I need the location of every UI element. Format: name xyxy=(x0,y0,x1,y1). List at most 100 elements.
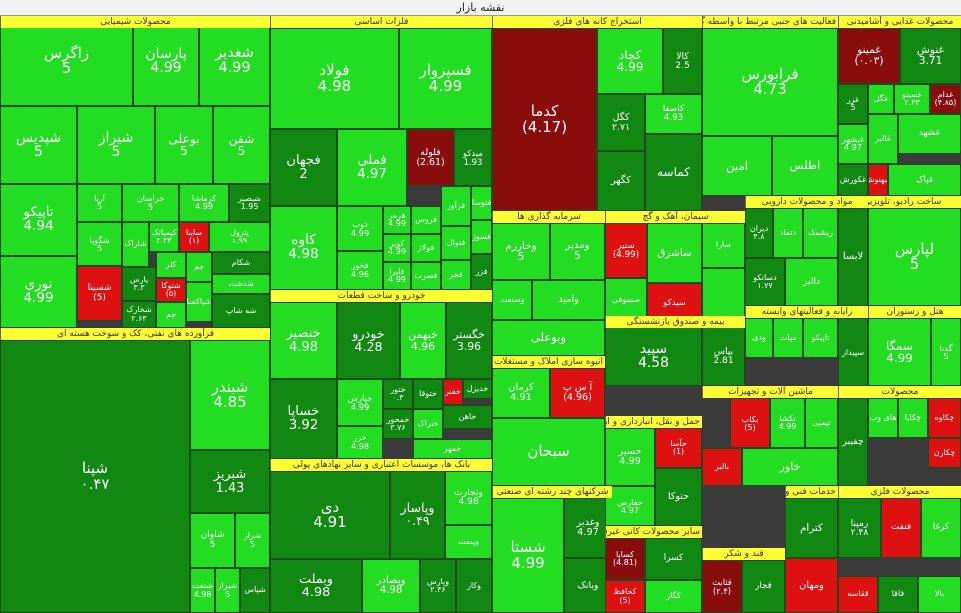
treemap-tile[interactable]: هرمز 4.99 xyxy=(383,206,411,234)
treemap-tile[interactable]: کاصفا 4.93 xyxy=(645,94,702,134)
treemap-tile[interactable]: آریا 5 xyxy=(77,184,122,222)
treemap-tile[interactable]: غکورش xyxy=(838,164,868,196)
treemap-tile[interactable]: ساشرق xyxy=(647,223,702,283)
treemap-tile[interactable]: شخارک ۲.۶۳ xyxy=(122,301,156,328)
treemap-tile[interactable]: سمگا 4.99 xyxy=(868,318,931,386)
treemap-tile[interactable]: تاپیکو xyxy=(803,318,838,358)
treemap-tile[interactable]: کویر 4.99 xyxy=(383,234,411,262)
treemap-tile[interactable]: ققاسه xyxy=(838,576,878,613)
treemap-tile[interactable]: جم xyxy=(186,252,212,282)
treemap-tile[interactable]: شپدیس 5 xyxy=(0,106,77,184)
treemap-tile[interactable]: خمحور ۳.۷۶ xyxy=(383,409,413,439)
treemap-tile[interactable]: غشهد xyxy=(898,114,961,154)
treemap-tile[interactable]: خبهمن 4.96 xyxy=(400,302,446,379)
treemap-tile[interactable]: کرمان 4.91 xyxy=(492,368,550,418)
treemap-tile[interactable]: کگل ۲.۷۱ xyxy=(597,94,645,151)
treemap-tile[interactable]: غصینو ۲.۴۳ xyxy=(894,84,930,114)
treemap-tile[interactable]: شسینا (5) xyxy=(77,266,122,321)
treemap-tile[interactable]: وصنعت xyxy=(492,280,532,320)
treemap-tile[interactable]: کرماشا 4.99 xyxy=(179,184,229,222)
treemap-tile[interactable]: حتوکا xyxy=(655,468,702,526)
treemap-tile[interactable]: شبصیر 1.95 xyxy=(229,184,270,222)
treemap-tile[interactable]: های وب xyxy=(868,398,898,438)
treemap-tile[interactable]: کلر xyxy=(156,252,186,278)
treemap-tile[interactable]: وخارزم 5 xyxy=(492,223,550,280)
treemap-tile[interactable]: شراز 5 xyxy=(235,513,270,568)
treemap-tile[interactable]: شبندر 4.85 xyxy=(190,340,270,450)
treemap-tile[interactable]: کگاز xyxy=(645,580,702,613)
treemap-tile[interactable]: حآسا (1) xyxy=(655,428,702,468)
treemap-tile[interactable]: شاراک xyxy=(122,222,149,267)
treemap-tile[interactable]: کسرا xyxy=(645,538,702,580)
treemap-tile[interactable]: چفیبر xyxy=(838,398,868,486)
treemap-tile[interactable]: ریشمک xyxy=(803,208,838,258)
treemap-tile[interactable]: فسپزوار 4.99 xyxy=(399,28,492,129)
treemap-tile[interactable]: حفارس 4.97 xyxy=(605,486,655,526)
treemap-tile[interactable]: فسرب xyxy=(411,262,441,290)
treemap-tile[interactable]: کترام xyxy=(785,498,838,558)
treemap-tile[interactable]: دالبر xyxy=(785,258,838,306)
treemap-tile[interactable]: فنوال xyxy=(441,226,471,260)
treemap-tile[interactable]: فتوسا xyxy=(471,186,492,220)
treemap-tile[interactable]: شاوان 5 xyxy=(190,513,235,568)
treemap-tile[interactable]: وتجارت 4.98 xyxy=(445,471,492,525)
treemap-tile[interactable]: شپاکسا xyxy=(186,282,212,322)
treemap-tile[interactable]: زاگرس 5 xyxy=(0,16,133,106)
treemap-tile[interactable]: رمپنا ۲.۴۸ xyxy=(838,498,881,558)
treemap-tile[interactable]: فرآور xyxy=(441,186,471,226)
treemap-tile[interactable]: شپاس xyxy=(240,568,270,613)
treemap-tile[interactable]: دیران ۴.۸ xyxy=(745,208,773,258)
treemap-tile[interactable]: ساینا (۱) xyxy=(179,222,209,252)
treemap-tile[interactable]: فولاد 4.98 xyxy=(270,28,399,129)
treemap-tile[interactable]: فلوله (2.61) xyxy=(407,129,454,186)
treemap-tile[interactable]: فروس xyxy=(411,206,441,234)
treemap-tile[interactable]: آ س پ (4.96) xyxy=(550,368,605,418)
treemap-tile[interactable]: خزر 4.98 xyxy=(337,426,383,459)
treemap-tile[interactable]: گدنا 5 xyxy=(931,318,961,386)
treemap-tile[interactable]: ستیر (4.99) xyxy=(605,223,647,278)
treemap-tile[interactable]: کدما (4.17) xyxy=(492,28,597,211)
treemap-tile[interactable]: جم xyxy=(156,302,186,328)
treemap-tile[interactable]: بالبر xyxy=(702,448,742,486)
treemap-tile[interactable]: وبوعلی xyxy=(492,320,605,356)
treemap-tile[interactable]: خودرو 4.28 xyxy=(337,302,400,379)
treemap-tile[interactable]: فولاژ xyxy=(411,234,441,262)
treemap-tile[interactable]: سارا xyxy=(702,223,745,268)
treemap-tile[interactable]: خپارس 4.99 xyxy=(337,379,383,426)
treemap-tile[interactable]: پارسان 4.99 xyxy=(133,16,199,106)
treemap-tile[interactable]: بالا xyxy=(918,576,961,613)
treemap-tile[interactable]: فملی 4.97 xyxy=(337,129,407,206)
treemap-tile[interactable]: شنفت 4.98 xyxy=(190,568,215,613)
treemap-tile[interactable]: ختور ۰.۳ xyxy=(383,379,413,409)
treemap-tile[interactable]: قاقا xyxy=(878,576,918,613)
treemap-tile[interactable]: تپمپی xyxy=(805,398,838,448)
treemap-tile[interactable]: چکاپا xyxy=(898,398,928,438)
treemap-tile[interactable]: ختوقا xyxy=(413,379,443,409)
treemap-tile[interactable]: بپاس 2.81 xyxy=(702,326,745,386)
treemap-tile[interactable]: فجر xyxy=(441,260,471,290)
treemap-tile[interactable]: شکام xyxy=(212,252,270,274)
treemap-tile[interactable]: کچاد 4.99 xyxy=(597,28,663,94)
treemap-tile[interactable]: شپنا ۰.۴۷ xyxy=(0,340,190,613)
treemap-tile[interactable]: وبانک xyxy=(564,558,612,613)
treemap-tile[interactable]: فخوز 4.96 xyxy=(337,251,383,290)
treemap-tile[interactable]: میدکو 1.93 xyxy=(454,129,492,186)
treemap-tile[interactable]: بکاب (5) xyxy=(730,398,770,448)
treemap-tile[interactable]: لابسا xyxy=(838,208,868,306)
treemap-tile[interactable]: سپیدار xyxy=(838,318,868,386)
treemap-tile[interactable]: تاپیکو 4.94 xyxy=(0,184,77,256)
treemap-tile[interactable]: امین xyxy=(702,136,772,196)
treemap-tile[interactable]: بوعلی 5 xyxy=(155,106,213,184)
treemap-tile[interactable]: شتوکا (۵) xyxy=(156,278,186,302)
treemap-tile[interactable]: لپارس 5 xyxy=(868,208,961,306)
treemap-tile[interactable]: نوری 4.99 xyxy=(0,256,77,328)
treemap-tile[interactable]: خدیزل xyxy=(463,379,492,399)
treemap-tile[interactable]: فرابورس 4.73 xyxy=(702,28,838,136)
treemap-tile[interactable]: پارس ۳.۳ xyxy=(122,267,156,301)
treemap-tile[interactable]: خمهر xyxy=(413,439,492,459)
treemap-tile[interactable]: شدشت xyxy=(212,274,270,294)
treemap-tile[interactable]: ودی xyxy=(745,318,773,358)
treemap-tile[interactable]: حسیر 4.99 xyxy=(605,428,655,486)
treemap-tile[interactable]: غگل xyxy=(868,84,894,114)
treemap-tile[interactable]: فجهان 2 xyxy=(270,129,337,206)
